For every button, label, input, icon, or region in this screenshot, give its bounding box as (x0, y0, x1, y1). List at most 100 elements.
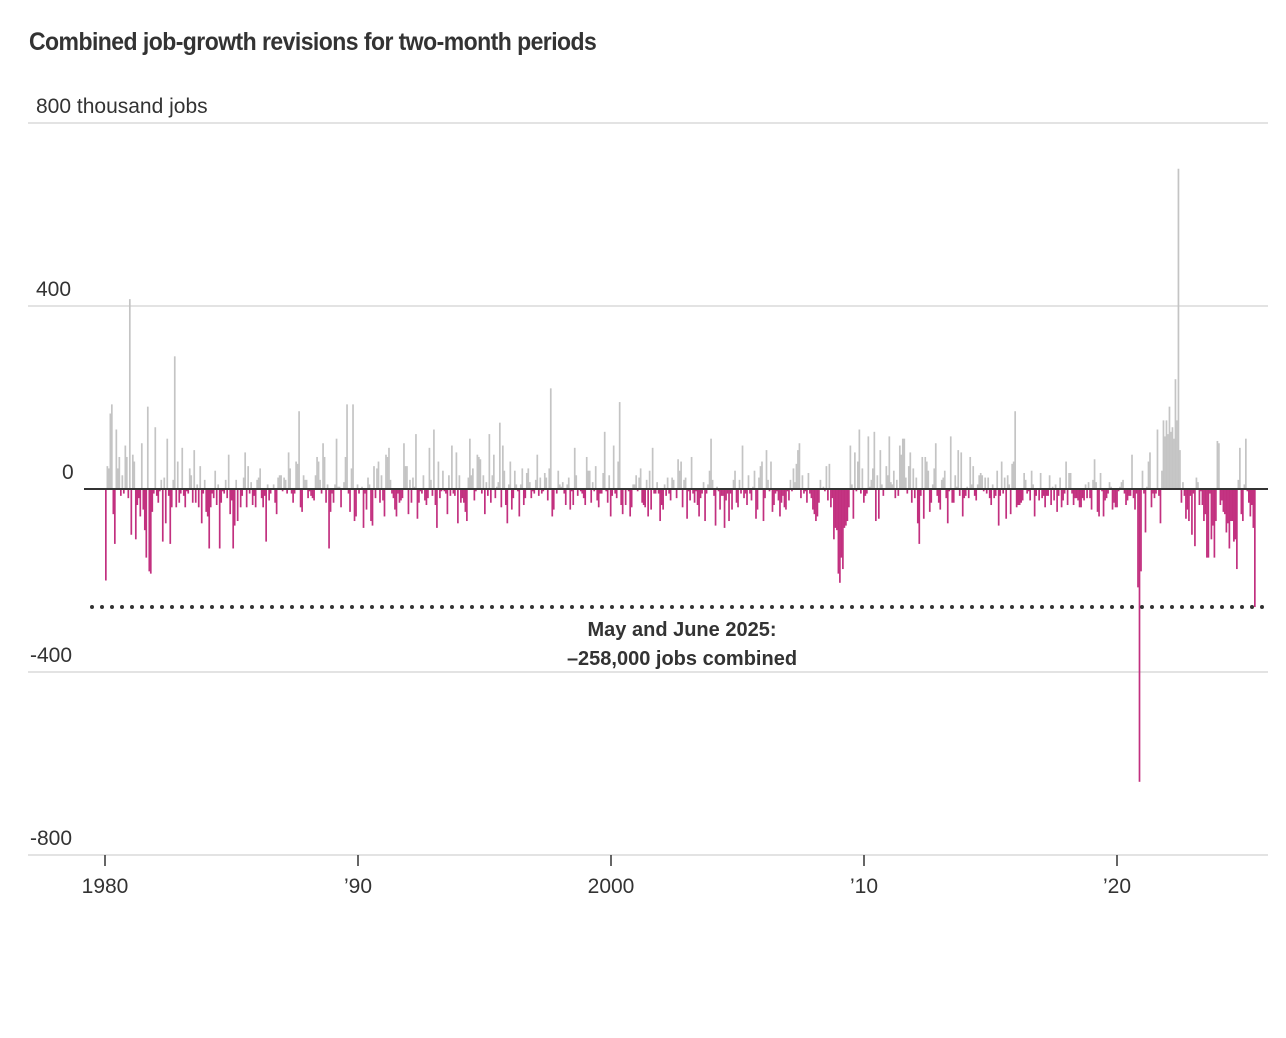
bar (806, 489, 808, 503)
bar (1141, 470, 1144, 489)
bar (539, 477, 542, 489)
bar (810, 489, 813, 499)
bar (398, 489, 401, 503)
bar (1023, 472, 1026, 489)
bar (949, 436, 952, 489)
bar (955, 486, 958, 489)
bar (507, 484, 510, 489)
bar (997, 489, 1000, 526)
bar (928, 489, 931, 512)
bar (439, 489, 441, 499)
bar (1080, 489, 1082, 508)
bar (131, 454, 134, 489)
bar (537, 489, 540, 496)
bar (442, 470, 444, 489)
bar (1152, 489, 1154, 494)
bar (1215, 489, 1217, 522)
bar (436, 489, 438, 528)
bar (1003, 477, 1006, 489)
bar (352, 404, 354, 489)
bar (454, 489, 456, 496)
bar (391, 489, 393, 494)
bar (427, 489, 429, 499)
bar (871, 468, 874, 489)
bar (803, 489, 805, 494)
bar (513, 470, 516, 489)
bar (504, 489, 507, 506)
bar (696, 489, 699, 506)
bar (1039, 472, 1042, 489)
bar (1087, 482, 1090, 489)
bar (1105, 489, 1108, 499)
bar (461, 489, 464, 499)
bar (851, 484, 853, 489)
bar (1176, 420, 1178, 489)
bar (531, 489, 534, 492)
bar (1038, 489, 1040, 501)
bar (606, 489, 609, 503)
bar (394, 489, 396, 510)
bar (443, 489, 446, 492)
bar (262, 489, 264, 508)
bar (286, 489, 288, 494)
bar (984, 477, 987, 489)
bar (190, 475, 193, 489)
bar (1173, 438, 1175, 489)
bar (151, 489, 154, 512)
bar (854, 452, 856, 489)
bar (185, 489, 188, 492)
bar (344, 456, 347, 489)
bar (845, 489, 847, 526)
bar (1209, 489, 1211, 494)
bar (1099, 472, 1102, 489)
bar (1072, 489, 1075, 506)
bar (683, 479, 685, 489)
bar (1030, 470, 1033, 489)
bar (506, 489, 509, 524)
bar (272, 484, 275, 489)
bar (376, 468, 378, 489)
bar (169, 489, 172, 544)
bar (951, 489, 954, 503)
bar (107, 468, 110, 489)
bar (599, 489, 602, 494)
bar (1125, 489, 1127, 506)
bar (617, 461, 620, 489)
bar (1071, 489, 1073, 494)
bar (857, 461, 859, 489)
bar (1249, 489, 1252, 517)
bar (446, 489, 449, 515)
bar (1221, 489, 1223, 501)
bar (166, 438, 169, 489)
bar (1167, 434, 1169, 489)
bar (1254, 489, 1256, 608)
bar (898, 445, 901, 489)
bar (638, 477, 641, 489)
bar (629, 489, 632, 517)
bar (335, 438, 338, 489)
bar (1194, 489, 1196, 547)
bar (714, 489, 717, 526)
bar (235, 479, 238, 489)
bar (1068, 472, 1070, 489)
bar (907, 466, 910, 489)
bar (373, 466, 375, 489)
bar (362, 489, 365, 528)
bar (746, 489, 748, 506)
bar (588, 470, 591, 489)
bar (704, 489, 706, 522)
bar (650, 489, 652, 510)
bar (349, 489, 351, 512)
bar (873, 431, 876, 489)
bar (509, 461, 512, 489)
y-tick-label: 0 (62, 461, 74, 484)
bar (512, 489, 515, 499)
bar (1165, 420, 1168, 489)
bar (936, 489, 939, 496)
bar (549, 388, 552, 489)
bar (223, 489, 226, 494)
bar (1111, 489, 1114, 510)
bar (1161, 470, 1163, 489)
bar (242, 477, 245, 489)
bar (994, 489, 997, 496)
